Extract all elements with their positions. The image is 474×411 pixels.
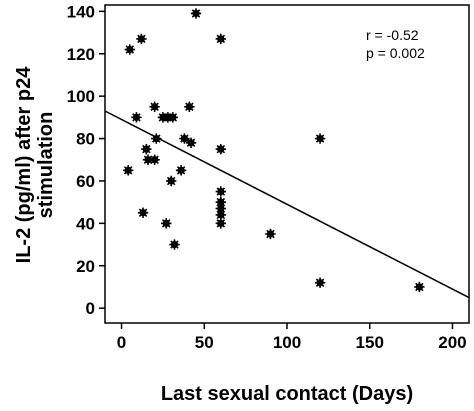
data-point <box>314 277 326 288</box>
y-axis-title-line-2: stimulation <box>35 112 57 219</box>
data-point <box>161 218 172 229</box>
data-point <box>414 281 425 293</box>
data-point <box>151 133 162 144</box>
x-ticks: 0 50 100 150 200 <box>117 323 467 352</box>
data-point <box>169 239 180 250</box>
data-point <box>179 133 190 144</box>
stat-annotation-p: p = 0.002 <box>366 45 425 61</box>
points-layer <box>122 8 425 293</box>
data-point <box>314 133 326 144</box>
y-tick-label: 0 <box>86 299 95 318</box>
data-point <box>165 175 177 187</box>
data-point <box>131 112 142 123</box>
data-point <box>141 143 152 155</box>
y-tick-label: 20 <box>76 257 95 276</box>
x-tick-label: 0 <box>117 333 126 352</box>
data-point <box>124 44 136 55</box>
data-point <box>265 228 276 240</box>
regression-line <box>104 110 470 299</box>
data-point <box>137 207 149 218</box>
data-point <box>215 143 227 155</box>
y-tick-label: 60 <box>76 172 95 191</box>
data-point <box>215 33 227 45</box>
data-point <box>184 101 195 112</box>
data-point <box>167 112 179 123</box>
x-tick-label: 100 <box>273 333 301 352</box>
y-tick-label: 120 <box>67 45 95 64</box>
data-point <box>136 33 147 45</box>
y-tick-label: 80 <box>76 130 95 149</box>
y-tick-label: 40 <box>76 214 95 233</box>
data-point <box>149 154 160 165</box>
x-axis-title: Last sexual contact (Days) <box>161 383 413 405</box>
y-tick-label: 140 <box>67 2 95 21</box>
data-point <box>122 165 134 176</box>
data-point <box>190 8 202 19</box>
data-point <box>149 101 160 112</box>
data-point <box>185 137 197 148</box>
data-point <box>215 186 227 197</box>
y-ticks: 0 20 40 60 80 100 120 140 <box>67 2 105 318</box>
y-axis-title-line-1: IL-2 (pg/ml) after p24 <box>13 66 35 264</box>
x-tick-label: 50 <box>195 333 214 352</box>
x-tick-label: 150 <box>356 333 384 352</box>
stat-annotation-r: r = -0.52 <box>366 27 419 43</box>
data-point <box>215 218 227 229</box>
y-axis-title: IL-2 (pg/ml) after p24 stimulation <box>13 66 57 264</box>
y-tick-label: 100 <box>67 87 95 106</box>
data-point <box>175 165 187 176</box>
x-tick-label: 200 <box>438 333 466 352</box>
